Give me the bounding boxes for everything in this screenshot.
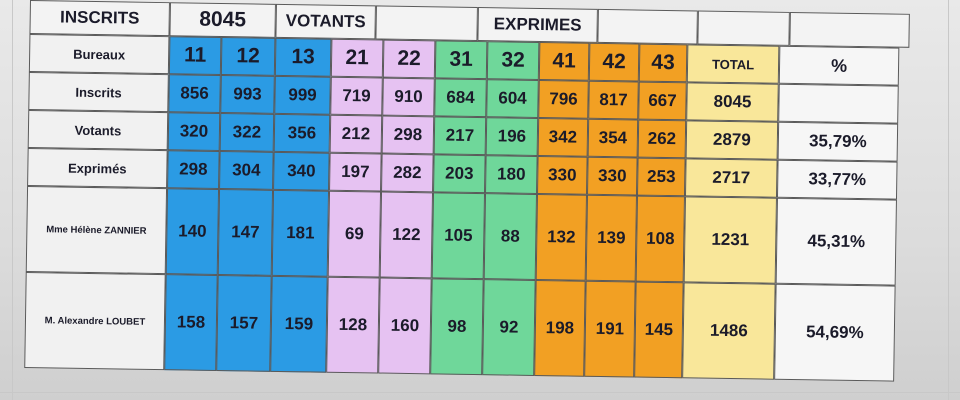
inscrits-cell[interactable]: 796 [538, 80, 589, 119]
candidate1-cell[interactable]: 147 [217, 188, 274, 276]
votants-cell[interactable]: 354 [587, 118, 639, 158]
candidate1-total[interactable]: 1231 [683, 196, 777, 284]
exprimes-percent[interactable]: 33,77% [776, 159, 898, 200]
gridline [0, 392, 960, 393]
candidate-row: M. Alexandre LOUBET 158 157 159 128 160 … [24, 271, 896, 382]
inscrits-cell[interactable]: 999 [274, 75, 331, 115]
candidate2-cell[interactable]: 145 [634, 281, 684, 379]
exprimes-cell[interactable]: 197 [329, 152, 382, 192]
candidate2-cell[interactable]: 157 [216, 274, 272, 372]
inscrits-cell[interactable]: 604 [486, 79, 539, 118]
bureau-header[interactable]: 11 [168, 36, 222, 76]
exprimes-cell[interactable]: 282 [381, 153, 434, 193]
votants-cell[interactable]: 320 [167, 112, 221, 151]
candidate2-cell[interactable]: 92 [482, 279, 536, 376]
exprimes-total[interactable]: 2717 [684, 158, 778, 198]
exprimes-title[interactable]: EXPRIMES [477, 7, 598, 43]
exprimes-cell[interactable]: 304 [219, 150, 274, 190]
inscrits-cell[interactable]: 719 [330, 76, 383, 116]
candidate2-cell[interactable]: 158 [164, 274, 218, 371]
votants-cell[interactable]: 342 [537, 117, 589, 157]
candidate-name[interactable]: Mme Hélène ZANNIER [25, 185, 168, 275]
empty-cell[interactable] [789, 11, 910, 48]
votants-title[interactable]: VOTANTS [275, 3, 376, 40]
candidate1-cell[interactable]: 108 [635, 195, 685, 283]
votants-cell[interactable]: 196 [485, 117, 539, 156]
results-table: INSCRITS 8045 VOTANTS EXPRIMES Bureaux 1… [24, 0, 940, 396]
candidate2-total[interactable]: 1486 [682, 282, 776, 380]
votants-cell[interactable]: 212 [329, 114, 383, 154]
inscrits-percent[interactable] [778, 83, 899, 124]
inscrits-label[interactable]: Inscrits [28, 71, 169, 113]
candidate-row: Mme Hélène ZANNIER 140 147 181 69 122 10… [25, 185, 897, 286]
bureau-header[interactable]: 21 [330, 38, 384, 78]
candidate1-percent[interactable]: 45,31% [775, 197, 897, 286]
exprimes-cell[interactable]: 180 [485, 155, 538, 194]
votants-cell[interactable]: 356 [273, 113, 331, 153]
bureau-header[interactable]: 31 [434, 40, 488, 80]
candidate2-cell[interactable]: 98 [430, 278, 484, 376]
exprimes-cell[interactable]: 253 [637, 157, 686, 197]
inscrits-cell[interactable]: 993 [220, 75, 275, 114]
inscrits-cell[interactable]: 684 [434, 78, 487, 118]
empty-cell[interactable] [597, 8, 698, 45]
inscrits-cell[interactable]: 817 [588, 80, 639, 120]
exprimes-cell[interactable]: 330 [587, 156, 638, 196]
votants-cell[interactable]: 298 [381, 115, 435, 155]
bureau-header[interactable]: 42 [588, 42, 640, 82]
exprimes-cell[interactable]: 330 [537, 155, 588, 195]
candidate1-cell[interactable]: 139 [585, 194, 638, 282]
votants-percent[interactable]: 35,79% [777, 121, 899, 162]
bureau-header[interactable]: 32 [486, 41, 540, 81]
candidate2-cell[interactable]: 128 [326, 276, 380, 374]
candidate2-cell[interactable]: 198 [534, 279, 586, 377]
inscrits-cell[interactable]: 667 [638, 81, 687, 121]
votants-label[interactable]: Votants [27, 109, 169, 151]
exprimes-label[interactable]: Exprimés [27, 147, 168, 189]
candidate1-cell[interactable]: 69 [327, 190, 382, 278]
inscrits-title[interactable]: INSCRITS [29, 0, 170, 37]
votants-cell[interactable]: 322 [219, 113, 275, 152]
candidate1-cell[interactable]: 88 [483, 193, 538, 280]
bureau-header[interactable]: 41 [538, 42, 590, 81]
empty-cell[interactable] [697, 10, 790, 46]
candidate1-cell[interactable]: 122 [379, 191, 434, 279]
candidate1-cell[interactable]: 181 [271, 189, 330, 277]
candidate1-cell[interactable]: 132 [535, 193, 588, 281]
votants-total[interactable]: 2879 [685, 120, 779, 160]
candidate2-cell[interactable]: 191 [584, 280, 636, 378]
inscrits-cell[interactable]: 910 [382, 77, 435, 117]
bureau-header[interactable]: 43 [638, 43, 688, 83]
exprimes-cell[interactable]: 203 [433, 154, 486, 194]
bureau-header[interactable]: 12 [220, 37, 276, 76]
candidate2-percent[interactable]: 54,69% [774, 283, 896, 382]
candidate1-cell[interactable]: 140 [165, 188, 220, 275]
inscrits-total-value[interactable]: 8045 [169, 2, 276, 38]
bureaux-label[interactable]: Bureaux [28, 33, 170, 75]
inscrits-total[interactable]: 8045 [686, 82, 779, 122]
bureau-header[interactable]: 22 [382, 39, 436, 79]
candidate-name[interactable]: M. Alexandre LOUBET [24, 271, 166, 371]
gridline [948, 0, 949, 400]
exprimes-cell[interactable]: 298 [167, 150, 220, 189]
votants-cell[interactable]: 217 [433, 116, 487, 156]
empty-cell[interactable] [375, 5, 478, 42]
exprimes-cell[interactable]: 340 [273, 151, 330, 191]
inscrits-cell[interactable]: 856 [168, 74, 221, 114]
candidate1-cell[interactable]: 105 [431, 192, 486, 280]
bureau-header[interactable]: 13 [274, 37, 332, 77]
candidate2-cell[interactable]: 159 [270, 275, 328, 373]
total-header[interactable]: TOTAL [686, 44, 780, 84]
candidate2-cell[interactable]: 160 [378, 277, 432, 375]
percent-header[interactable]: % [778, 45, 900, 86]
votants-cell[interactable]: 262 [637, 119, 687, 159]
gridline [12, 0, 13, 400]
